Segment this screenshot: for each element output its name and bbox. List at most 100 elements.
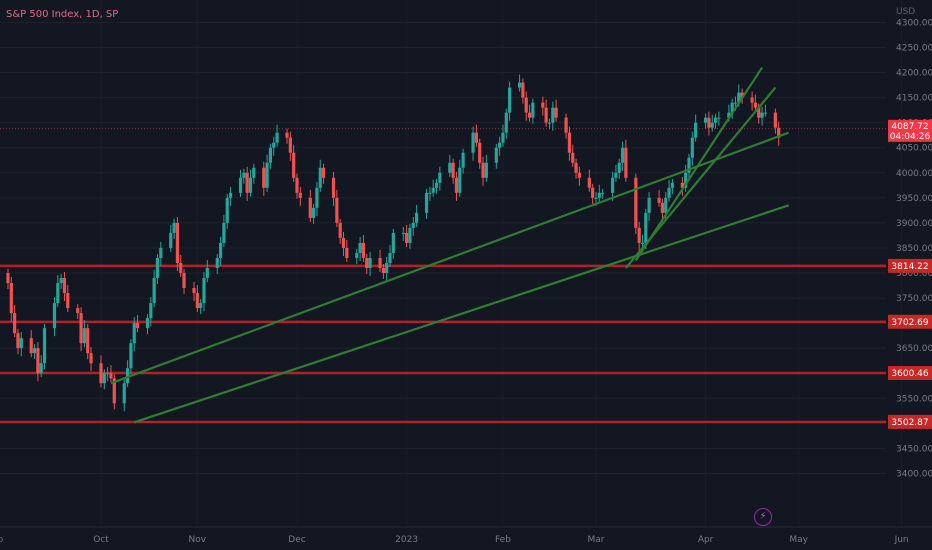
candle-body — [498, 142, 502, 148]
candle-body — [431, 187, 435, 193]
y-tick-label: 3650.00 — [896, 344, 932, 354]
candle-body — [617, 162, 621, 173]
candle-body — [494, 147, 498, 163]
candle-body — [730, 102, 734, 113]
candle-body — [411, 222, 415, 228]
candle-body — [385, 262, 389, 274]
candle-body — [109, 373, 113, 379]
last-price-box — [888, 119, 932, 142]
candles — [6, 74, 781, 412]
candle-body — [89, 353, 93, 364]
candle-body — [59, 278, 63, 284]
candle-body — [587, 177, 591, 188]
candle-body — [62, 278, 67, 294]
candle-body — [458, 167, 462, 193]
trend-line — [634, 66, 764, 262]
candle-body — [106, 373, 110, 375]
candle-body — [9, 283, 13, 314]
candle-body — [358, 242, 362, 253]
candle-body — [610, 177, 615, 193]
candle-body — [478, 142, 482, 163]
candle-body — [414, 212, 419, 223]
candle-body — [199, 303, 203, 309]
level-label: 3502.87 — [891, 418, 928, 428]
x-tick-label: Mar — [587, 535, 604, 545]
y-tick-label: 4050.00 — [896, 144, 932, 154]
candle-body — [39, 363, 43, 374]
candle-body — [222, 222, 226, 243]
candle-body — [122, 383, 126, 404]
x-tick-label: Dec — [288, 535, 305, 545]
candle-body — [424, 192, 429, 213]
candle-body — [448, 162, 452, 173]
candle-body — [517, 82, 522, 88]
candle-body — [684, 172, 688, 188]
candle-body — [315, 187, 319, 208]
candle-body — [504, 112, 508, 133]
candle-body — [149, 303, 153, 319]
candle-body — [192, 288, 196, 294]
trend-lines — [110, 66, 790, 424]
candle-body — [361, 242, 366, 258]
candle-body — [381, 267, 385, 274]
candle-body — [13, 313, 17, 334]
candle-body — [125, 368, 130, 384]
x-tick-label: Sep — [0, 535, 3, 545]
x-tick-label: Jun — [894, 535, 909, 545]
candle-body — [252, 167, 256, 178]
candle-body — [218, 242, 223, 258]
candle-body — [405, 232, 409, 243]
candle-body — [102, 373, 106, 384]
candle-body — [205, 267, 209, 279]
candle-body — [451, 162, 455, 178]
candle-body — [547, 122, 552, 124]
last-price-label: 4087.72 — [891, 122, 928, 132]
candle-body — [56, 283, 60, 304]
candle-body — [694, 122, 698, 138]
candle-body — [99, 363, 103, 384]
candle-body — [664, 197, 668, 213]
level-label-box — [888, 258, 932, 273]
candle-body — [262, 167, 266, 188]
candle-body — [19, 338, 23, 349]
candle-body — [773, 112, 777, 128]
candle-body — [391, 232, 395, 253]
candle-body — [544, 107, 548, 123]
y-tick-label: 4150.00 — [896, 94, 932, 104]
candle-body — [727, 112, 731, 118]
candle-body — [614, 172, 618, 178]
candle-body — [474, 132, 478, 143]
candle-body — [690, 137, 694, 158]
candle-body — [368, 257, 372, 268]
candle-body — [750, 97, 754, 103]
candle-body — [338, 222, 342, 238]
time-axis[interactable]: Sep Oct Nov Dec 2023 Feb Mar Apr May Jun — [0, 535, 909, 545]
candle-body — [564, 117, 568, 133]
candle-body — [36, 348, 40, 374]
candle-body — [438, 172, 442, 183]
last-price-timer: 04:04:26 — [890, 132, 931, 142]
candle-body — [551, 107, 555, 123]
candle-body — [541, 102, 545, 108]
candle-body — [195, 293, 199, 309]
candle-body — [574, 162, 578, 173]
candle-body — [275, 132, 279, 143]
candle-body — [710, 122, 714, 128]
candle-body — [182, 273, 186, 289]
candle-body — [365, 257, 369, 268]
candle-body — [640, 242, 645, 244]
candle-body — [202, 278, 206, 304]
candle-body — [345, 247, 349, 258]
candle-body — [6, 273, 10, 284]
x-tick-label: Apr — [698, 535, 714, 545]
x-tick-label: Feb — [495, 535, 511, 545]
candle-body — [16, 333, 20, 349]
candle-body — [434, 182, 439, 188]
lightning-icon[interactable]: ⚡ — [754, 508, 772, 526]
candle-body — [172, 222, 176, 233]
candle-body — [215, 257, 219, 268]
level-label-box — [888, 314, 932, 329]
candle-body — [268, 147, 273, 163]
candle-body — [763, 112, 768, 114]
